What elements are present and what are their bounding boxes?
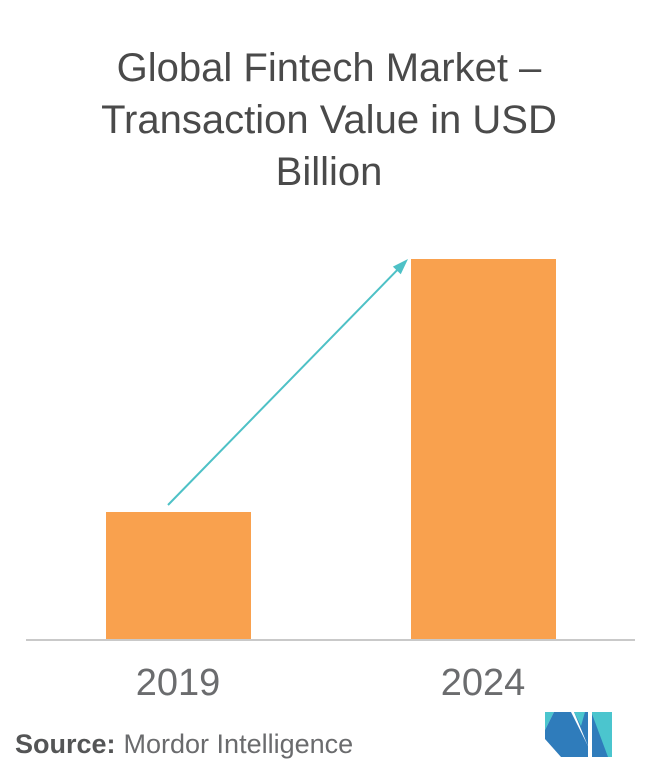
source-label: Source: [15, 729, 116, 759]
chart-title-line-1: Global Fintech Market – [116, 46, 542, 90]
chart-title: Global Fintech Market – Transaction Valu… [0, 42, 658, 198]
source-line: Source: Mordor Intelligence [15, 729, 353, 760]
source-value: Mordor Intelligence [123, 729, 354, 759]
mordor-intelligence-logo [545, 712, 612, 757]
x-tick-label-2019: 2019 [135, 662, 221, 704]
x-tick-label-2024: 2024 [440, 662, 526, 704]
chart-title-line-3: Billion [275, 150, 383, 194]
x-axis-line [26, 639, 635, 641]
bar-2019 [105, 512, 251, 640]
bar-2024 [410, 258, 556, 640]
chart-title-line-2: Transaction Value in USD [101, 98, 557, 142]
